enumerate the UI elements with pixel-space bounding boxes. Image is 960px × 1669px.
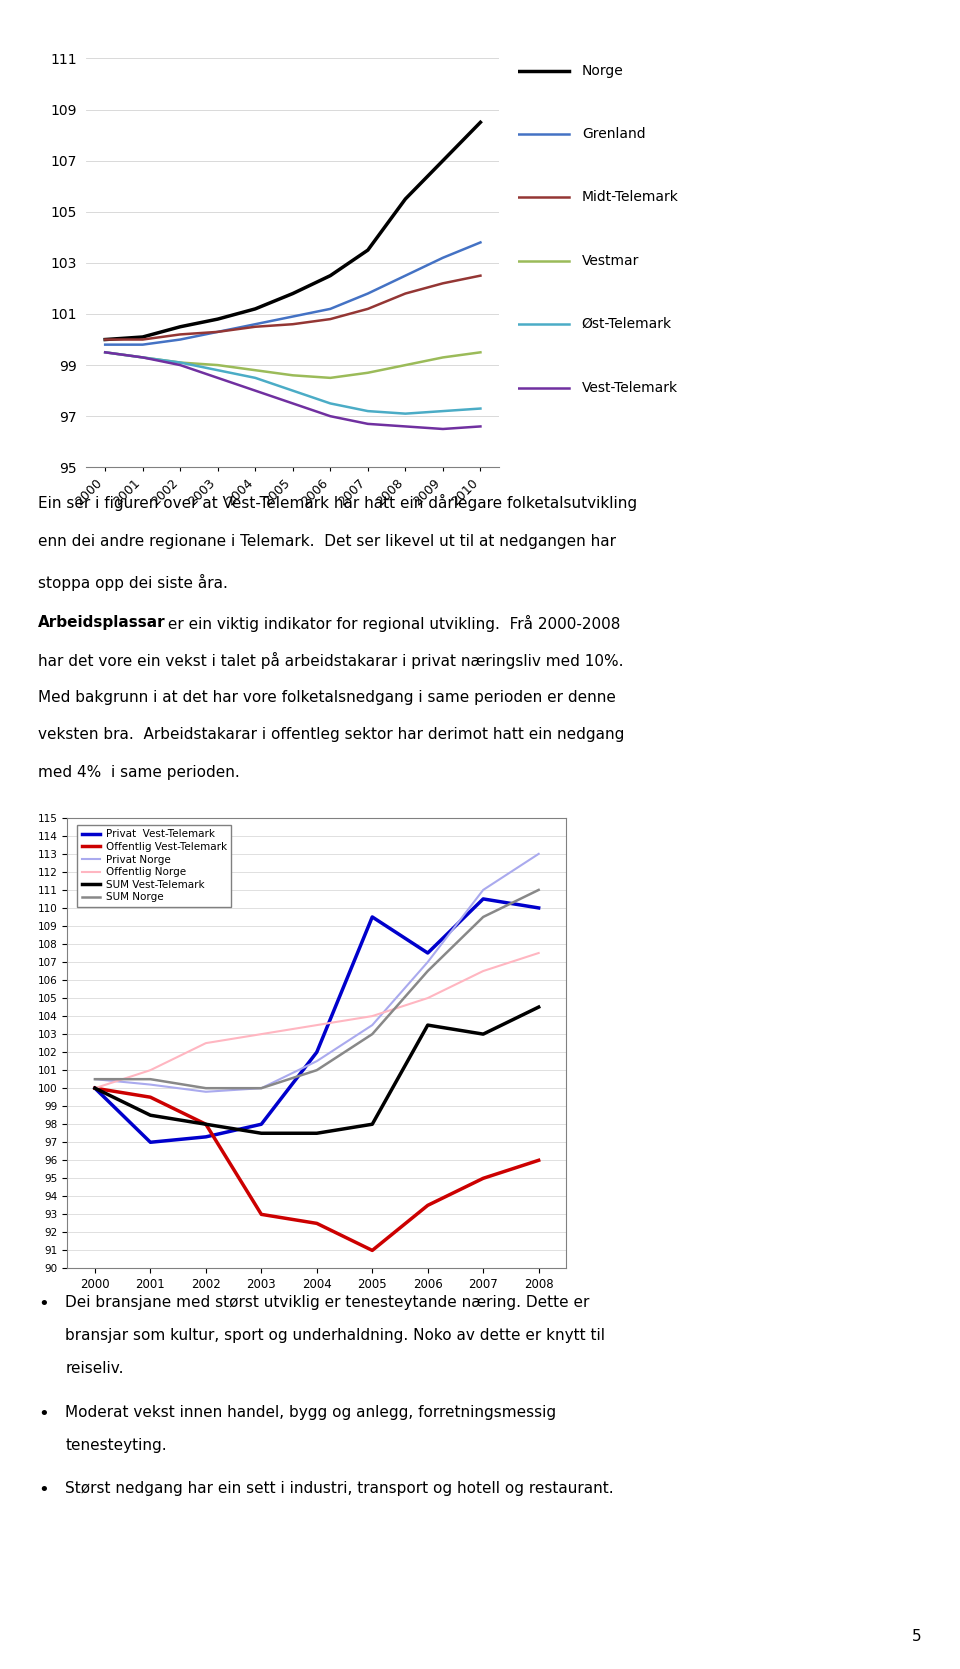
Text: Vest-Telemark: Vest-Telemark bbox=[582, 381, 678, 394]
Text: Øst-Telemark: Øst-Telemark bbox=[582, 317, 672, 330]
Legend: Privat  Vest-Telemark, Offentlig Vest-Telemark, Privat Norge, Offentlig Norge, S: Privat Vest-Telemark, Offentlig Vest-Tel… bbox=[78, 824, 230, 906]
Text: Med bakgrunn i at det har vore folketalsnedgang i same perioden er denne: Med bakgrunn i at det har vore folketals… bbox=[38, 689, 616, 704]
Text: veksten bra.  Arbeidstakarar i offentleg sektor har derimot hatt ein nedgang: veksten bra. Arbeidstakarar i offentleg … bbox=[38, 728, 625, 743]
Text: med 4%  i same perioden.: med 4% i same perioden. bbox=[38, 764, 240, 779]
Text: reiseliv.: reiseliv. bbox=[65, 1362, 124, 1377]
Text: stoppa opp dei siste åra.: stoppa opp dei siste åra. bbox=[38, 574, 228, 591]
Text: Grenland: Grenland bbox=[582, 127, 645, 142]
Text: •: • bbox=[38, 1295, 49, 1312]
Text: Vestmar: Vestmar bbox=[582, 254, 639, 267]
Text: enn dei andre regionane i Telemark.  Det ser likevel ut til at nedgangen har: enn dei andre regionane i Telemark. Det … bbox=[38, 534, 616, 549]
Text: har det vore ein vekst i talet på arbeidstakarar i privat næringsliv med 10%.: har det vore ein vekst i talet på arbeid… bbox=[38, 653, 624, 669]
Text: 5: 5 bbox=[912, 1629, 922, 1644]
Text: bransjar som kultur, sport og underhaldning. Noko av dette er knytt til: bransjar som kultur, sport og underhaldn… bbox=[65, 1329, 606, 1344]
Text: Midt-Telemark: Midt-Telemark bbox=[582, 190, 679, 204]
Text: Størst nedgang har ein sett i industri, transport og hotell og restaurant.: Størst nedgang har ein sett i industri, … bbox=[65, 1480, 614, 1495]
Text: tenesteyting.: tenesteyting. bbox=[65, 1437, 167, 1452]
Text: er ein viktig indikator for regional utvikling.  Frå 2000-2008: er ein viktig indikator for regional utv… bbox=[163, 614, 620, 633]
Text: •: • bbox=[38, 1405, 49, 1422]
Text: Norge: Norge bbox=[582, 63, 623, 78]
Text: •: • bbox=[38, 1480, 49, 1499]
Text: Moderat vekst innen handel, bygg og anlegg, forretningsmessig: Moderat vekst innen handel, bygg og anle… bbox=[65, 1405, 557, 1420]
Text: Arbeidsplassar: Arbeidsplassar bbox=[38, 614, 166, 629]
Text: Ein ser i figuren over at Vest-Telemark har hatt ein dårlegare folketalsutviklin: Ein ser i figuren over at Vest-Telemark … bbox=[38, 494, 637, 511]
Text: Dei bransjane med størst utviklig er tenesteytande næring. Dette er: Dei bransjane med størst utviklig er ten… bbox=[65, 1295, 589, 1310]
